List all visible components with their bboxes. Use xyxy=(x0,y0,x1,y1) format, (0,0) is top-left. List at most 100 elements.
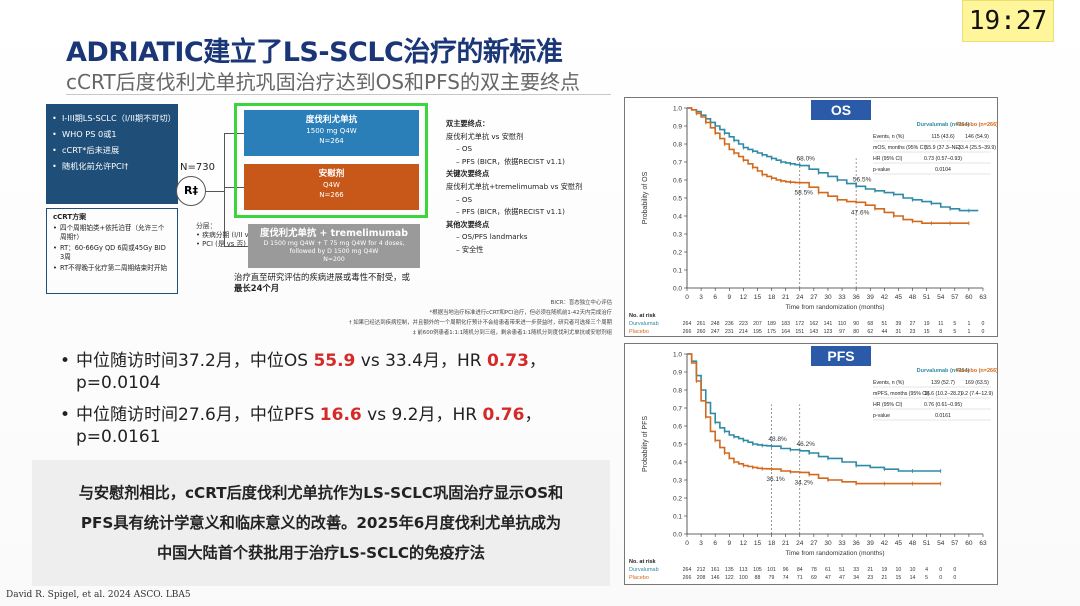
x-tick-label: 3 xyxy=(699,540,703,547)
x-tick-label: 3 xyxy=(699,294,703,301)
x-tick-label: 24 xyxy=(796,540,804,547)
at-risk-value: 0 xyxy=(982,329,985,335)
at-risk-value: 164 xyxy=(781,329,790,335)
table-cell: 0.0161 xyxy=(935,413,951,419)
at-risk-value: 266 xyxy=(683,329,692,335)
table-row-label: HR (95% CI) xyxy=(873,156,903,162)
treatment-duration-note: 治疗直至研究评估的疾病进展或毒性不耐受，或 最长24个月 xyxy=(234,272,410,293)
y-tick-label: 0.0 xyxy=(673,286,682,293)
x-tick-label: 24 xyxy=(796,294,804,301)
x-tick-label: 42 xyxy=(881,540,889,547)
y-tick-label: 0.5 xyxy=(673,442,682,449)
table-header: Durvalumab (n=264) xyxy=(917,122,970,128)
y-tick-label: 0.7 xyxy=(673,406,682,413)
x-tick-label: 54 xyxy=(937,294,945,301)
x-tick-label: 18 xyxy=(768,294,776,301)
x-tick-label: 21 xyxy=(782,540,790,547)
x-tick-label: 0 xyxy=(685,294,689,301)
x-tick-label: 15 xyxy=(754,540,762,547)
x-tick-label: 12 xyxy=(740,294,748,301)
landmark-annotation: 48.8% xyxy=(768,436,787,443)
at-risk-value: 5 xyxy=(925,575,928,581)
at-risk-value: 113 xyxy=(739,567,747,573)
connector-line xyxy=(206,191,224,192)
x-tick-label: 30 xyxy=(824,540,832,547)
pfs-km-panel: 0.0 0.1 0.2 0.3 0.4 0.5 0.6 0.7 0.8 0.9 1.0 0 3 6 9 12 1… xyxy=(624,343,998,585)
y-tick-label: 1.0 xyxy=(673,106,682,113)
at-risk-value: 90 xyxy=(853,321,859,327)
at-risk-series-label: Durvalumab xyxy=(629,567,659,573)
ccrt-item: RT不得晚于化疗第二周期结束时开始 xyxy=(53,264,171,273)
at-risk-value: 84 xyxy=(797,567,803,573)
table-row-label: p-value xyxy=(873,167,890,173)
at-risk-value: 208 xyxy=(697,575,706,581)
at-risk-series-label: Placebo xyxy=(629,329,649,335)
x-tick-label: 57 xyxy=(951,294,959,301)
at-risk-value: 110 xyxy=(838,321,846,327)
x-tick-label: 57 xyxy=(951,540,959,547)
at-risk-value: 79 xyxy=(769,575,775,581)
slide-title: ADRIATIC建立了LS-SCLC治疗的新标准 xyxy=(66,37,563,68)
table-header: Durvalumab (n=264) xyxy=(917,368,970,374)
highlight-frame xyxy=(234,103,428,218)
y-tick-label: 0.4 xyxy=(673,214,682,221)
at-risk-value: 34 xyxy=(853,575,859,581)
table-row-label: p-value xyxy=(873,413,890,419)
table-cell: 0.76 (0.61–0.95) xyxy=(924,402,962,408)
at-risk-value: 88 xyxy=(755,575,761,581)
table-row-label: mPFS, months (95% CI) xyxy=(873,391,929,397)
arm-arrow xyxy=(224,246,248,247)
at-risk-value: 214 xyxy=(739,329,748,335)
at-risk-value: 39 xyxy=(896,321,902,327)
connector-line xyxy=(224,133,225,246)
y-tick-label: 0.9 xyxy=(673,124,682,131)
x-tick-label: 33 xyxy=(838,540,846,547)
at-risk-value: 80 xyxy=(853,329,859,335)
at-risk-value: 31 xyxy=(896,329,902,335)
at-risk-value: 261 xyxy=(697,321,706,327)
at-risk-value: 122 xyxy=(725,575,734,581)
x-tick-label: 0 xyxy=(685,540,689,547)
at-risk-label: No. at risk xyxy=(629,559,657,565)
criteria-item: 随机化前允许PCI† xyxy=(52,160,172,172)
at-risk-value: 62 xyxy=(867,329,873,335)
y-tick-label: 0.1 xyxy=(673,268,682,275)
at-risk-value: 105 xyxy=(753,567,762,573)
at-risk-value: 0 xyxy=(939,567,942,573)
at-risk-value: 183 xyxy=(781,321,790,327)
at-risk-value: 23 xyxy=(867,575,873,581)
at-risk-value: 0 xyxy=(939,575,942,581)
x-tick-label: 18 xyxy=(768,540,776,547)
at-risk-value: 71 xyxy=(797,575,803,581)
bullet-os: 中位随访时间37.2月，中位OS 55.9 vs 33.4月，HR 0.73，p… xyxy=(60,350,620,394)
x-tick-label: 21 xyxy=(782,294,790,301)
ccrt-item: 四个周期铂类+依托泊苷（允许三个周期†） xyxy=(53,224,171,242)
table-cell: 55.9 (37.3–NE) xyxy=(925,145,960,151)
x-tick-label: 39 xyxy=(867,294,875,301)
x-tick-label: 9 xyxy=(727,540,731,547)
at-risk-value: 172 xyxy=(795,321,804,327)
y-tick-label: 0.3 xyxy=(673,478,682,485)
footnote: BICR：盲态独立中心评估 xyxy=(550,300,612,306)
x-tick-label: 27 xyxy=(810,294,818,301)
x-tick-label: 54 xyxy=(937,540,945,547)
at-risk-value: 96 xyxy=(783,567,789,573)
table-row-label: HR (95% CI) xyxy=(873,402,903,408)
y-axis-label: Probability of PFS xyxy=(642,416,649,472)
at-risk-value: 47 xyxy=(839,575,845,581)
landmark-annotation: 34.2% xyxy=(795,479,814,486)
eligibility-box: I-III期LS-SCLC（I/II期不可切） WHO PS 0或1 cCRT*… xyxy=(46,104,178,204)
arm-durva-treme: 度伐利尤单抗 + tremelimumab D 1500 mg Q4W + T … xyxy=(248,224,420,268)
os-km-chart: 0.00.10.20.30.40.50.60.70.80.91.00 3 6 9 12 1… xyxy=(629,100,998,335)
x-tick-label: 30 xyxy=(824,294,832,301)
at-risk-series-label: Durvalumab xyxy=(629,321,659,327)
at-risk-value: 123 xyxy=(824,329,833,335)
endpoints-list: 双主要终点： 度伐利尤单抗 vs 安慰剂 – OS – PFS (BICR，依据… xyxy=(446,119,583,254)
chart-title: OS xyxy=(831,102,851,118)
at-risk-value: 0 xyxy=(953,567,956,573)
y-tick-label: 0.8 xyxy=(673,388,682,395)
at-risk-value: 0 xyxy=(982,321,985,327)
at-risk-value: 175 xyxy=(767,329,776,335)
table-cell: 0.0104 xyxy=(935,167,951,173)
at-risk-value: 15 xyxy=(924,329,930,335)
